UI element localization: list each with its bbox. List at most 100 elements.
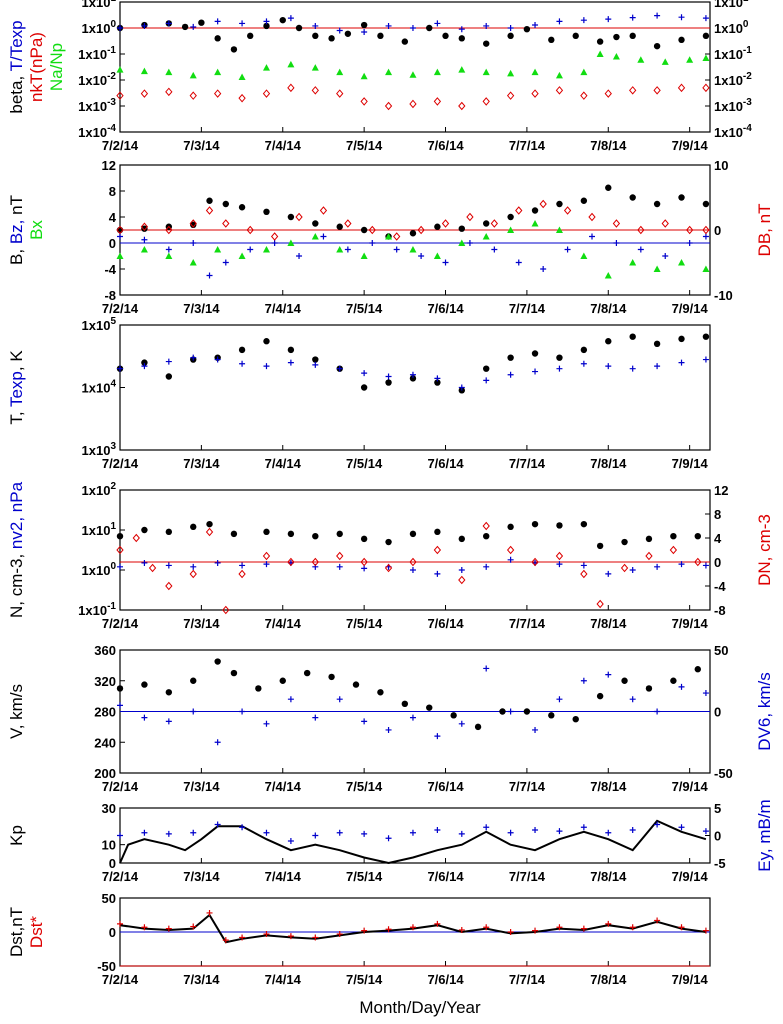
data-point-blue <box>629 365 636 372</box>
data-point-blue <box>263 18 270 25</box>
data-point-blue <box>434 570 441 577</box>
data-point-blue <box>141 22 148 29</box>
data-point-red <box>604 89 612 98</box>
panel-density: 7/2/14 7/3/14 7/4/14 7/5/14 7/6/14 7/7/14 7/8/… <box>7 481 774 631</box>
data-point-black <box>230 669 238 677</box>
data-point-red <box>336 551 344 561</box>
data-point-blue <box>702 562 709 569</box>
data-point-red <box>433 545 442 555</box>
data-point-red <box>189 569 197 579</box>
y-tick-label-right: 0 <box>714 223 721 238</box>
data-point-black <box>621 538 628 546</box>
y-axis-label-2: Bx <box>27 220 46 240</box>
data-point-blue <box>409 567 416 573</box>
data-point-red <box>189 91 197 100</box>
y-tick-label: 1x10-1 <box>78 601 116 618</box>
data-point-black <box>141 225 148 232</box>
data-point-blue <box>556 828 563 835</box>
data-point-blue <box>385 373 392 380</box>
data-point-blue <box>580 562 587 569</box>
data-point-black <box>230 46 238 53</box>
data-point-red <box>434 920 441 927</box>
data-point-black <box>694 532 701 540</box>
x-tick-label: 7/8/14 <box>590 869 627 884</box>
data-point-black <box>507 523 514 531</box>
x-tick-label: 7/2/14 <box>102 456 139 471</box>
data-point-red <box>580 91 588 100</box>
y-tick-label: 1x10-4 <box>78 123 116 140</box>
data-point-red <box>384 563 393 573</box>
data-point-blue <box>507 25 514 31</box>
data-point-black <box>653 42 661 50</box>
data-point-red <box>507 929 514 935</box>
y-tick-label: 0 <box>109 236 116 251</box>
y-tick-label: 0 <box>109 925 116 940</box>
data-point-blue <box>629 827 636 833</box>
data-point-blue <box>385 22 392 29</box>
data-point-blue <box>654 563 661 570</box>
data-point-green <box>686 56 694 63</box>
data-point-red <box>669 545 678 555</box>
data-point-red <box>116 545 124 555</box>
data-point-red <box>458 101 466 111</box>
data-point-green <box>165 68 173 76</box>
data-point-black <box>165 528 173 536</box>
data-point-blue <box>466 240 473 246</box>
y-axis-label: B, Bz, nT <box>7 195 26 265</box>
data-point-black <box>385 538 392 546</box>
data-point-blue <box>214 559 221 566</box>
data-point-green <box>482 233 490 240</box>
data-point-green <box>507 69 515 77</box>
data-point-black <box>531 207 539 214</box>
data-point-black <box>613 33 620 41</box>
data-point-black <box>214 658 221 665</box>
data-point-black <box>548 712 555 719</box>
data-point-blue <box>361 29 368 36</box>
plot-frame <box>119 807 711 864</box>
data-point-blue <box>409 371 416 378</box>
y-tick-label: 1x10-3 <box>78 97 116 114</box>
data-point-black <box>344 30 352 37</box>
data-point-red <box>117 920 123 927</box>
data-point-black <box>165 689 173 696</box>
data-point-blue <box>678 561 685 568</box>
x-tick-label: 7/8/14 <box>590 138 627 153</box>
x-tick-label: 7/5/14 <box>346 138 383 153</box>
x-tick-label: 7/4/14 <box>265 972 302 987</box>
data-point-blue <box>239 824 246 831</box>
data-point-blue <box>287 15 294 22</box>
data-point-black <box>336 530 343 538</box>
data-point-blue <box>320 233 327 240</box>
panel-magnetic-field: 7/2/14 7/3/14 7/4/14 7/5/14 7/6/14 7/7/14 7/8/… <box>7 158 774 316</box>
data-point-black <box>255 685 262 692</box>
panel-plasma-beta: 7/2/14 7/3/14 7/4/14 7/5/14 7/6/14 7/7/14 7/8/… <box>7 0 752 153</box>
y-tick-label: 12 <box>102 158 116 173</box>
data-point-red <box>483 924 490 931</box>
x-tick-label: 7/3/14 <box>183 869 220 884</box>
data-point-blue <box>312 361 319 368</box>
data-point-green <box>629 259 637 266</box>
x-tick-label: 7/4/14 <box>265 779 302 794</box>
data-point-blue <box>239 360 246 367</box>
data-point-blue <box>629 14 636 21</box>
data-point-blue <box>458 26 465 33</box>
series-line-black <box>119 913 707 944</box>
x-tick-label: 7/6/14 <box>427 138 464 153</box>
data-point-red <box>441 219 450 228</box>
y-tick-label-right: -8 <box>714 603 726 618</box>
x-tick-label: 7/7/14 <box>509 616 546 631</box>
data-point-blue <box>702 828 709 835</box>
data-point-blue <box>312 714 319 721</box>
data-point-black <box>181 23 189 31</box>
data-point-red <box>409 924 416 931</box>
data-point-blue <box>532 368 539 375</box>
data-point-red <box>482 521 490 531</box>
x-tick-label: 7/3/14 <box>183 779 220 794</box>
data-point-red <box>580 925 587 932</box>
x-tick-label: 7/8/14 <box>590 456 627 471</box>
data-point-blue <box>556 18 563 25</box>
data-point-black <box>548 36 555 44</box>
data-point-green <box>311 233 319 240</box>
data-point-blue <box>605 570 612 577</box>
data-point-black <box>507 354 514 361</box>
